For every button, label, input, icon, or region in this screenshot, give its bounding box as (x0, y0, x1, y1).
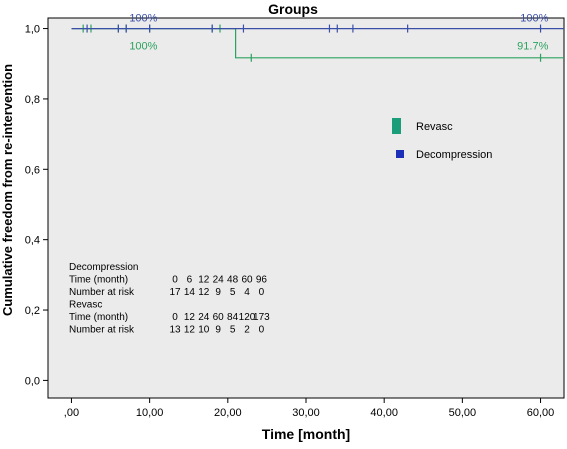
risk-count-value: 2 (244, 325, 250, 336)
risk-time-value: 48 (227, 275, 239, 286)
risk-count-value: 9 (215, 287, 221, 298)
risk-count-value: 5 (230, 325, 236, 336)
x-tick-label: 40,00 (370, 407, 398, 419)
risk-count-value: 12 (184, 325, 196, 336)
risk-time-value: 12 (198, 275, 210, 286)
risk-label: Number at risk (69, 325, 135, 336)
annotation-label: 100% (129, 40, 157, 52)
x-tick-label: 50,00 (449, 407, 477, 419)
x-axis-label: Time [month] (262, 426, 350, 442)
legend-label: Revasc (416, 121, 453, 133)
risk-time-value: 12 (184, 312, 196, 323)
risk-count-value: 9 (215, 325, 221, 336)
x-tick-label: 60,00 (527, 407, 555, 419)
risk-label: Number at risk (69, 287, 135, 298)
plot-area (47, 17, 565, 399)
risk-time-value: 120 (239, 312, 256, 323)
y-tick-label: 1,0 (25, 24, 40, 36)
risk-time-value: 6 (187, 275, 193, 286)
risk-count-value: 0 (259, 325, 265, 336)
annotation-label: 100% (129, 12, 157, 24)
y-axis: 0,0 0,2 0,4 0,6 0,8 1,0 (25, 24, 48, 387)
risk-group-name: Decompression (69, 262, 138, 273)
risk-count-value: 13 (169, 325, 181, 336)
x-tick-label: 10,00 (136, 407, 164, 419)
risk-count-value: 0 (259, 287, 265, 298)
x-tick-label: ,00 (64, 407, 79, 419)
risk-count-value: 17 (169, 287, 181, 298)
risk-group-name: Revasc (69, 300, 102, 311)
annotation-layer: 100% 91.7% 100% 100% (129, 12, 548, 52)
y-axis-label: Cumulative freedom from re-intervention (0, 64, 15, 316)
risk-time-value: 0 (172, 312, 178, 323)
x-tick-label: 20,00 (214, 407, 242, 419)
y-tick-label: 0,8 (25, 94, 40, 106)
risk-time-value: 0 (172, 275, 178, 286)
risk-time-label: Time (month) (69, 275, 128, 286)
risk-time-value: 60 (213, 312, 225, 323)
risk-count-value: 4 (244, 287, 250, 298)
legend-label: Decompression (416, 149, 492, 161)
series-layer (71, 24, 564, 62)
risk-time-value: 60 (241, 275, 253, 286)
risk-time-value: 84 (227, 312, 239, 323)
annotation-label: 100% (520, 12, 548, 24)
risk-time-value: 24 (213, 275, 225, 286)
legend: Revasc Decompression (392, 118, 492, 161)
legend-marker (392, 118, 401, 134)
x-tick-label: 30,00 (292, 407, 320, 419)
annotation-label: 91.7% (517, 40, 548, 52)
x-axis: ,00 10,00 20,00 30,00 40,00 50,00 60,00 (64, 398, 555, 419)
y-tick-label: 0,4 (25, 235, 40, 247)
risk-count-value: 5 (230, 287, 236, 298)
legend-marker (396, 150, 404, 158)
risk-time-value: 96 (256, 275, 268, 286)
risk-time-value: 24 (198, 312, 210, 323)
chart-title: Groups (268, 1, 318, 17)
risk-count-value: 10 (198, 325, 210, 336)
y-tick-label: 0,2 (25, 305, 40, 317)
risk-time-value: 173 (253, 312, 270, 323)
risk-time-label: Time (month) (69, 312, 128, 323)
y-tick-label: 0,6 (25, 164, 40, 176)
risk-count-value: 12 (198, 287, 210, 298)
risk-count-value: 14 (184, 287, 196, 298)
y-tick-label: 0,0 (25, 375, 40, 387)
